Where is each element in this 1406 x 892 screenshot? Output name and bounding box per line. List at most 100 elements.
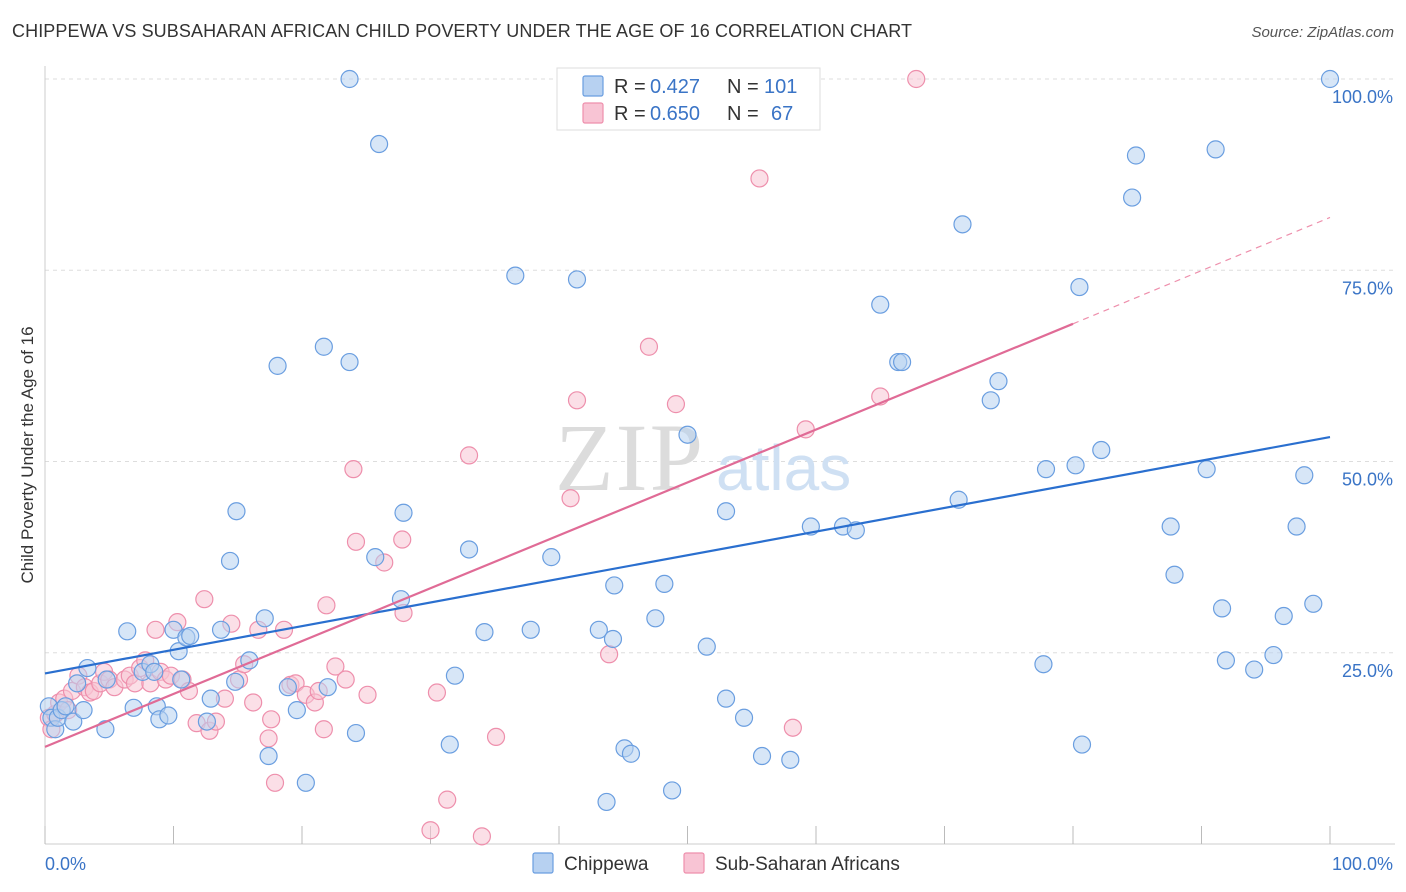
subsaharan-point-29 [195, 590, 214, 609]
subsaharan-point-67 [666, 395, 686, 414]
subsaharan-point-64 [567, 391, 587, 410]
chippewa-point-7 [68, 674, 87, 693]
series-chippewa-points [39, 69, 1340, 812]
y-axis-label: Child Poverty Under the Age of 16 [18, 326, 37, 583]
subsaharan-point-40 [265, 773, 285, 792]
chippewa-point-57 [603, 629, 623, 649]
subsaharan-point-50 [336, 670, 355, 689]
chippewa-point-12 [118, 622, 137, 641]
chippewa-point-66 [716, 502, 736, 521]
chippewa-point-101 [1320, 69, 1340, 89]
x-tick-label-min: 0.0% [45, 854, 86, 874]
subsaharan-point-51 [344, 460, 363, 479]
chippewa-point-63 [662, 781, 682, 800]
chippewa-point-16 [145, 662, 164, 681]
subsaharan-point-52 [346, 532, 366, 551]
chippewa-point-88 [1126, 146, 1146, 165]
chippewa-point-76 [892, 352, 912, 372]
chippewa-point-19 [159, 706, 178, 725]
subsaharan-point-53 [358, 685, 377, 704]
legend-n-label-subsaharan: N = [727, 103, 759, 125]
chippewa-point-27 [211, 620, 231, 639]
chippewa-point-22 [172, 670, 191, 689]
chippewa-point-40 [340, 69, 359, 89]
subsaharan-point-48 [317, 596, 336, 615]
chippewa-point-96 [1264, 645, 1283, 665]
chippewa-point-55 [589, 620, 608, 639]
x-tick-label-max: 100.0% [1332, 854, 1393, 874]
bottom-legend-label-chippewa: Chippewa [564, 854, 649, 875]
chippewa-point-35 [278, 678, 297, 697]
x-tick-labels: 0.0% 100.0% [45, 854, 1393, 874]
chippewa-point-32 [255, 609, 274, 628]
trend-lines [44, 216, 1331, 748]
chippewa-point-42 [346, 723, 366, 743]
chippewa-point-83 [1066, 456, 1085, 475]
chippewa-point-100 [1304, 594, 1323, 613]
chippewa-point-80 [989, 372, 1008, 391]
chippewa-point-60 [621, 744, 641, 763]
subsaharan-point-55 [393, 530, 412, 549]
subsaharan-point-68 [750, 169, 769, 188]
chippewa-point-65 [697, 637, 716, 656]
chippewa-point-99 [1295, 466, 1314, 485]
chippewa-point-67 [716, 689, 736, 708]
chippewa-point-24 [181, 626, 200, 646]
legend-n-value-chippewa: 101 [764, 76, 797, 98]
series-legend: Chippewa Sub-Saharan Africans [532, 852, 900, 875]
legend-swatch-chippewa [582, 75, 604, 97]
chippewa-point-51 [506, 266, 525, 285]
chippewa-point-79 [981, 391, 1000, 410]
chippewa-point-85 [1072, 735, 1092, 754]
chippewa-point-41 [340, 352, 359, 372]
chippewa-point-39 [318, 678, 337, 697]
chippewa-point-98 [1287, 517, 1306, 536]
chippewa-point-54 [567, 270, 587, 289]
chippewa-trend-line [44, 435, 1331, 675]
correlation-legend: R = 0.427 N = 101 R = 0.650 N = 67 [556, 67, 821, 131]
chippewa-point-89 [1161, 517, 1180, 536]
subsaharan-point-59 [438, 790, 457, 809]
subsaharan-point-49 [326, 657, 345, 676]
subsaharan-trend-extension [1072, 216, 1331, 325]
chippewa-point-56 [597, 792, 616, 812]
watermark: ZIP atlas [555, 404, 851, 511]
chippewa-point-25 [197, 712, 217, 731]
subsaharan-point-39 [262, 710, 281, 729]
subsaharan-point-65 [600, 645, 619, 664]
chippewa-point-44 [370, 134, 389, 154]
chippewa-point-10 [97, 670, 116, 689]
chippewa-point-58 [605, 576, 624, 595]
subsaharan-point-61 [472, 827, 491, 846]
chippewa-point-48 [445, 666, 465, 685]
subsaharan-point-36 [244, 693, 263, 712]
chippewa-point-38 [314, 337, 333, 356]
legend-r-value-subsaharan: 0.650 [650, 103, 700, 125]
legend-n-value-subsaharan: 67 [771, 103, 793, 125]
chippewa-point-30 [227, 502, 246, 521]
chippewa-point-11 [96, 720, 115, 739]
chippewa-point-87 [1123, 188, 1142, 207]
legend-r-label-chippewa: R = [614, 76, 646, 98]
bottom-legend-label-subsaharan: Sub-Saharan Africans [715, 854, 900, 875]
chippewa-point-93 [1212, 599, 1232, 618]
chippewa-point-62 [655, 574, 674, 594]
chippewa-point-70 [781, 750, 800, 769]
grid-lines [45, 78, 1395, 654]
chippewa-point-49 [459, 540, 479, 559]
legend-n-label-chippewa: N = [727, 76, 759, 98]
subsaharan-point-63 [561, 489, 580, 508]
subsaharan-point-72 [907, 69, 926, 89]
subsaharan-point-66 [639, 337, 659, 356]
y-tick-label-100: 100.0% [1332, 87, 1393, 107]
subsaharan-point-38 [259, 729, 278, 748]
chippewa-point-61 [646, 609, 665, 628]
subsaharan-point-47 [314, 720, 333, 739]
chippewa-point-34 [268, 356, 287, 375]
chippewa-point-74 [871, 295, 890, 314]
chippewa-point-92 [1206, 140, 1225, 159]
chippewa-point-81 [1034, 655, 1053, 674]
chippewa-point-91 [1197, 460, 1216, 479]
chippewa-point-90 [1165, 565, 1184, 584]
